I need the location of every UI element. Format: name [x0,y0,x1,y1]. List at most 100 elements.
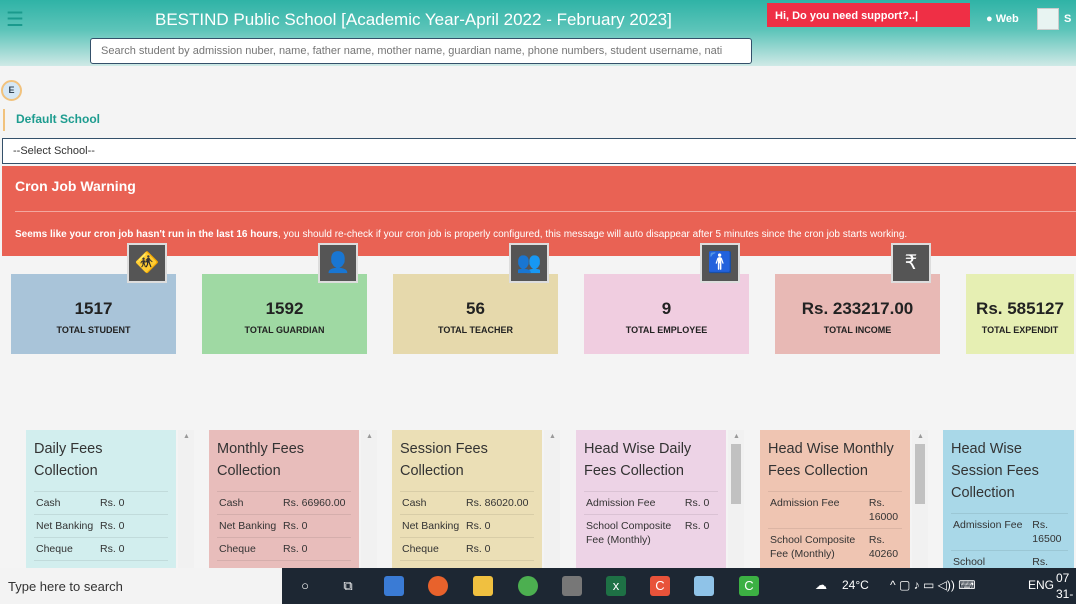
table-row: Cheque Rs. 0 [34,537,168,560]
table-row: Cash Rs. 0 [34,491,168,514]
stat-card[interactable]: 56 TOTAL TEACHER [393,274,558,354]
web-link[interactable]: ● Web [986,13,1019,25]
panel-title: Head Wise Monthly Fees Collection [768,441,894,479]
stat-card[interactable]: Rs. 585127 TOTAL EXPENDIT [966,274,1074,354]
table-row: Admission Fee Rs. 16500 [951,513,1068,550]
row-value: Rs. 0 [100,543,125,555]
scroll-thumb[interactable] [915,444,925,504]
stat-value: Rs. 585127 [976,299,1064,318]
child-icon: 🚸 [127,243,167,283]
stat-label: TOTAL TEACHER [437,325,513,335]
row-value: Rs. 0 [684,497,710,509]
clock-date[interactable]: 31- [1056,587,1074,601]
task-view-icon[interactable]: ⧉ [343,578,353,593]
student-search-input[interactable] [90,38,752,64]
warning-message: Seems like your cron job hasn't run in t… [15,229,1065,240]
fees-panel: Daily Fees Collection Cash Rs. 0 Net Bankin… [26,430,194,583]
row-value: Rs. 16500 [1032,519,1062,545]
profile-image[interactable] [1037,8,1059,30]
warning-bold: Seems like your cron job hasn't run in t… [15,229,278,240]
web-label: Web [995,13,1019,25]
users-icon: 👥 [509,243,549,283]
fees-panel: Session Fees Collection Cash Rs. 86020.00 N… [392,430,560,583]
row-label: Cash [402,497,427,509]
page-title: BESTIND Public School [Academic Year-Apr… [155,10,672,29]
default-school-label: Default School [3,109,100,131]
row-value: Rs. 0 [100,520,125,532]
row-value: Rs. 0 [466,520,491,532]
row-value: Rs. 0 [100,497,125,509]
avatar[interactable]: E [1,80,22,101]
webcam-app-icon[interactable] [562,576,582,596]
table-row: Net Banking Rs. 0 [217,514,351,537]
firefox-icon[interactable] [428,576,448,596]
file-explorer-icon[interactable] [473,576,493,596]
panel-title: Head Wise Daily Fees Collection [584,441,692,479]
scrollbar[interactable]: ▲ [544,430,560,570]
male-icon: 🚹 [700,243,740,283]
cortana-icon[interactable]: ○ [301,578,309,593]
row-label: School Composite Fee (Monthly) [770,534,856,560]
support-chat-button[interactable]: Hi, Do you need support?..| [767,3,970,27]
tray-icons[interactable]: ^ ▢ ♪ ▭ ◁)) ⌨ [890,578,976,592]
temperature[interactable]: 24°C [842,578,869,592]
row-value: Rs. 86020.00 [466,497,529,509]
table-row: Cash Rs. 66960.00 [217,491,351,514]
hamburger-menu-icon[interactable]: ☰ [6,9,24,31]
panel-title: Session Fees Collection [400,441,488,479]
row-label: Admission Fee [953,519,1023,531]
scrollbar[interactable]: ▲ [178,430,194,570]
scrollbar[interactable]: ▲ [361,430,377,570]
scroll-up-icon[interactable]: ▲ [917,433,924,440]
panel-title: Monthly Fees Collection [217,441,305,479]
scroll-up-icon[interactable]: ▲ [183,433,190,440]
chrome-icon[interactable] [518,576,538,596]
stat-label: TOTAL GUARDIAN [244,325,325,335]
table-row: Admission Fee Rs. 0 [584,491,718,514]
excel-icon[interactable]: x [606,576,626,596]
school-select[interactable]: --Select School-- [2,138,1076,164]
stat-label: TOTAL EXPENDIT [981,325,1059,335]
camtasia-icon[interactable]: C [650,576,670,596]
stat-card[interactable]: 9 TOTAL EMPLOYEE [584,274,749,354]
cron-warning: Cron Job Warning Seems like your cron jo… [2,166,1076,256]
row-label: Admission Fee [770,497,840,509]
row-value: Rs. 66960.00 [283,497,346,509]
app-icon[interactable] [384,576,404,596]
table-row: School Composite Fee (Monthly) Rs. 0 [584,514,718,551]
clock-time[interactable]: 07 [1056,571,1070,585]
row-label: Net Banking [36,520,94,532]
scrollbar[interactable]: ▲ [912,430,928,570]
camtasia-recorder-icon[interactable]: C [739,576,759,596]
fees-panel: Head Wise Session Fees Collection Admissi… [943,430,1074,601]
scroll-up-icon[interactable]: ▲ [366,433,373,440]
taskbar: Type here to search ○ ⧉ x C C ☁ 24°C ^ ▢… [0,568,1076,604]
scroll-thumb[interactable] [731,444,741,504]
stat-card[interactable]: 1517 TOTAL STUDENT [11,274,176,354]
table-row: Net Banking Rs. 0 [400,514,534,537]
table-row: Net Banking Rs. 0 [34,514,168,537]
row-value: Rs. 0 [283,520,308,532]
stat-value: Rs. 233217.00 [801,299,914,318]
row-label: Admission Fee [586,497,656,509]
panel-title: Daily Fees Collection [34,441,103,479]
row-value: Rs. 16000 [868,497,899,523]
stat-card[interactable]: Rs. 233217.00 TOTAL INCOME [775,274,940,354]
stat-value: 9 [661,299,672,318]
row-label: Cheque [36,543,73,555]
row-label: Cash [36,497,61,509]
stat-card[interactable]: 1592 TOTAL GUARDIAN [202,274,367,354]
scrollbar[interactable]: ▲ [728,430,744,570]
stat-value: 1517 [74,299,113,318]
table-row: Admission Fee Rs. 16000 [768,491,902,528]
language[interactable]: ENG [1028,578,1055,592]
row-label: Net Banking [219,520,277,532]
user-menu[interactable]: S [1064,13,1072,25]
taskbar-search[interactable]: Type here to search [0,568,282,604]
scroll-up-icon[interactable]: ▲ [549,433,556,440]
notes-icon[interactable] [694,576,714,596]
row-value: Rs. 40260 [868,534,899,560]
scroll-up-icon[interactable]: ▲ [733,433,740,440]
weather-icon[interactable]: ☁ [815,578,827,592]
panel-title: Head Wise Session Fees Collection [951,441,1039,501]
